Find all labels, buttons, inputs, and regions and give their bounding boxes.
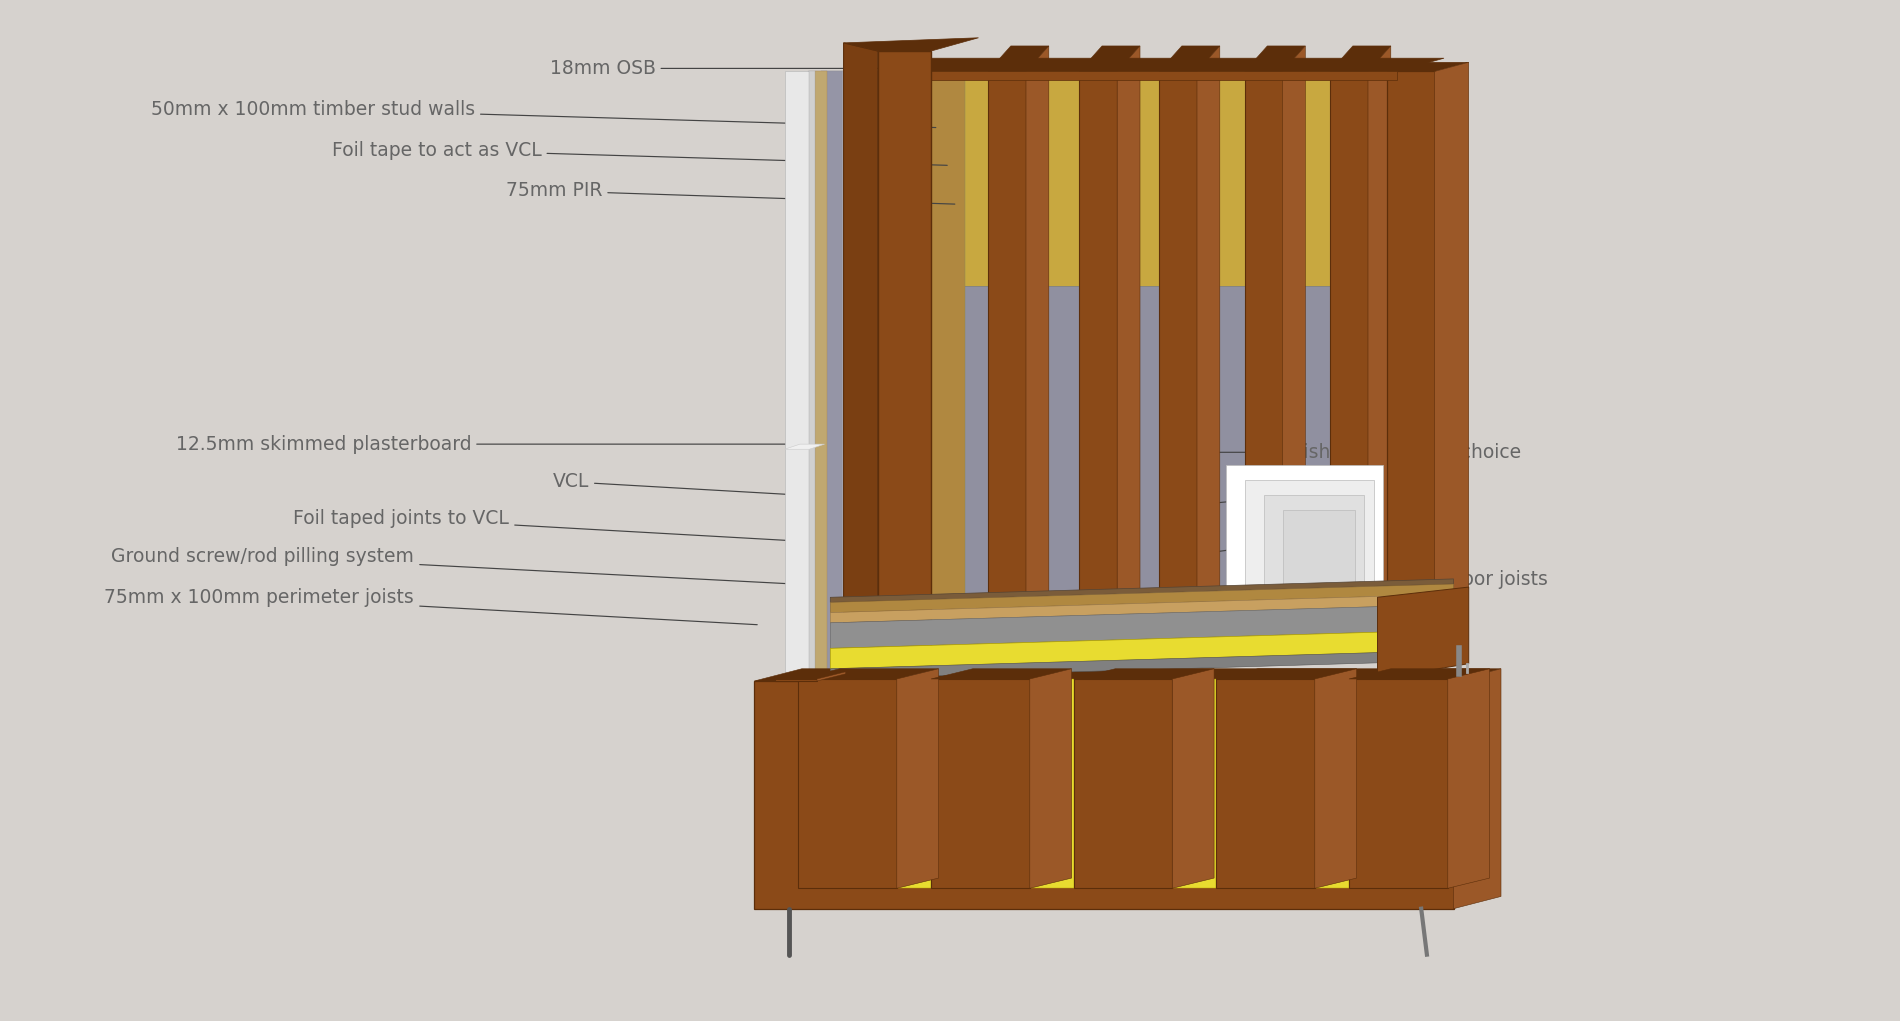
Polygon shape [1226,465,1383,597]
Polygon shape [1349,669,1490,679]
Polygon shape [1030,679,1074,888]
Polygon shape [830,824,965,832]
Polygon shape [1030,669,1072,888]
Polygon shape [844,43,878,853]
Polygon shape [1330,71,1368,597]
Polygon shape [897,679,931,888]
Polygon shape [931,669,1072,679]
Polygon shape [931,71,1396,80]
Polygon shape [1172,679,1216,888]
Polygon shape [830,584,1454,613]
Polygon shape [808,71,842,853]
Polygon shape [1454,669,1501,909]
Polygon shape [1387,71,1434,597]
Polygon shape [1117,46,1140,597]
Polygon shape [897,58,1444,71]
Polygon shape [1074,669,1214,679]
Text: Ground screw/rod pilling system: Ground screw/rod pilling system [112,547,792,584]
Polygon shape [830,604,1454,648]
Text: 75mm PIR: 75mm PIR [505,182,956,204]
Polygon shape [931,71,1396,286]
Text: 100mm x 500mm floor joists: 100mm x 500mm floor joists [1176,571,1548,604]
Polygon shape [1244,71,1282,597]
Polygon shape [775,672,846,679]
Polygon shape [844,38,978,51]
Polygon shape [842,71,859,853]
Polygon shape [859,71,874,853]
Polygon shape [830,832,931,853]
Text: 100mm PIR: 100mm PIR [1184,527,1385,556]
Polygon shape [931,286,1396,597]
Text: VCL: VCL [553,473,853,498]
Polygon shape [1282,46,1305,597]
Polygon shape [931,584,1396,597]
Polygon shape [830,650,1454,679]
Polygon shape [1244,46,1305,71]
Polygon shape [798,679,897,888]
Polygon shape [1448,669,1490,888]
Polygon shape [775,679,817,681]
Polygon shape [1349,679,1448,888]
Polygon shape [830,630,1454,669]
Polygon shape [1172,669,1214,888]
Polygon shape [821,71,878,853]
Text: Foil tape to act as VCL: Foil tape to act as VCL [332,141,948,165]
Text: 50mm x 100mm timber stud walls: 50mm x 100mm timber stud walls [150,100,937,128]
Polygon shape [830,594,1454,623]
Text: 18mm OSB: 18mm OSB [1191,483,1383,505]
Text: 75mm x 100mm perimeter joists: 75mm x 100mm perimeter joists [104,588,758,625]
Polygon shape [1159,71,1197,597]
Polygon shape [878,51,931,853]
Polygon shape [1264,495,1364,597]
Polygon shape [1079,46,1140,71]
Polygon shape [931,71,965,597]
Polygon shape [931,679,1030,888]
Polygon shape [1315,679,1349,888]
Polygon shape [796,824,830,853]
Polygon shape [785,71,809,853]
Polygon shape [1378,587,1469,679]
Polygon shape [785,444,825,449]
Polygon shape [1026,46,1049,597]
Text: Foil taped joints to VCL: Foil taped joints to VCL [293,509,834,543]
Polygon shape [1330,46,1391,71]
Polygon shape [1216,679,1315,888]
Polygon shape [1074,679,1172,888]
Polygon shape [1315,669,1357,888]
Text: Finished flooring of choice: Finished flooring of choice [1199,443,1520,461]
Polygon shape [1282,510,1355,597]
Polygon shape [988,46,1049,71]
Polygon shape [1197,46,1220,597]
Polygon shape [798,669,939,679]
Polygon shape [830,579,1454,602]
Polygon shape [815,71,826,853]
Polygon shape [1368,46,1391,597]
Polygon shape [817,672,846,681]
Polygon shape [897,669,939,888]
Polygon shape [1159,46,1220,71]
Polygon shape [1079,71,1117,597]
Polygon shape [754,681,1454,909]
Polygon shape [809,71,815,853]
Polygon shape [1434,62,1469,597]
Polygon shape [1216,669,1357,679]
Polygon shape [1387,62,1469,71]
Polygon shape [1244,480,1374,597]
Polygon shape [754,669,1501,681]
Text: 12.5mm skimmed plasterboard: 12.5mm skimmed plasterboard [175,435,876,453]
Text: 18mm OSB: 18mm OSB [549,59,1020,78]
Polygon shape [988,71,1026,597]
